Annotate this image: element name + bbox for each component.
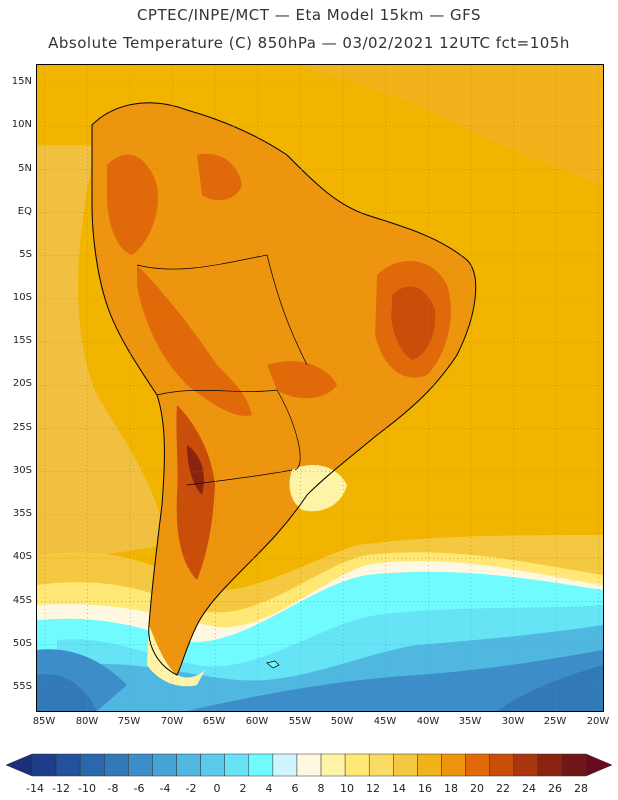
temperature-map [36,64,604,712]
colorbar-swatch [537,753,563,777]
pacific-warm-band [37,145,167,565]
colorbar-swatch [441,753,466,777]
colorbar-label: -8 [107,782,119,795]
colorbar-swatch [55,753,81,777]
lat-label: 15S [12,335,32,346]
map-title-line2: Absolute Temperature (C) 850hPa — 03/02/… [48,34,570,52]
lat-label: 45S [12,595,32,606]
colorbar-swatch [248,753,274,777]
lat-label: 35S [12,508,32,519]
colorbar-swatch [368,753,394,777]
lon-label: 45W [373,716,397,727]
colorbar-swatch [513,753,539,777]
colorbar-label: 4 [265,782,273,795]
colorbar-label: 8 [317,782,325,795]
lat-label: 55S [12,681,32,692]
colorbar-label: 22 [496,782,510,795]
lon-label: 70W [160,716,184,727]
lon-label: 60W [245,716,269,727]
colorbar-label: -2 [185,782,197,795]
lat-label: 40S [12,551,32,562]
lon-label: 20W [586,716,610,727]
colorbar-label: 16 [418,782,432,795]
falkland-islands [266,660,280,669]
colorbar-swatch [417,753,442,777]
colorbar-label: -6 [133,782,145,795]
colorbar-label: 14 [392,782,406,795]
colorbar-high-cap [585,753,612,777]
sw-deep-cold [37,674,97,711]
colorbar-swatch [31,753,57,777]
colorbar-label: -4 [159,782,171,795]
colorbar-swatch [200,753,225,777]
country-borders [136,254,308,486]
colorbar-label: -10 [78,782,96,795]
lon-label: 50W [330,716,354,727]
north-atlantic-band [297,65,603,185]
lat-label: 25S [12,422,32,433]
colorbar-label: -14 [26,782,44,795]
colorbar-label: 2 [239,782,247,795]
colorbar-label: 18 [444,782,458,795]
map-canvas [37,65,603,711]
colorbar-swatch [79,753,105,777]
lon-label: 25W [543,716,567,727]
colorbar-label: 6 [291,782,299,795]
colorbar-label: 24 [522,782,536,795]
temperature-colorbar [6,753,612,777]
lon-label: 65W [202,716,226,727]
lat-label: EQ [17,206,32,217]
lon-label: 55W [288,716,312,727]
colorbar-swatch [320,753,346,777]
venezuela-hot-core [197,153,242,201]
colorbar-swatch [393,753,418,777]
patagonia-tip [147,625,205,687]
lon-label: 80W [75,716,99,727]
colombia-hot-core [107,154,158,255]
colorbar-swatch [176,753,201,777]
lat-label: 10N [11,119,32,130]
colorbar-swatch [561,753,587,777]
colorbar-swatch [489,753,514,777]
central-brazil-hot [267,361,337,399]
lon-label: 30W [501,716,525,727]
ne-brazil-hottest [391,286,436,360]
colorbar-label: 26 [548,782,562,795]
lon-label: 35W [458,716,482,727]
lon-label: 85W [32,716,56,727]
andes-east-hot-band [137,265,252,416]
lat-label: 5N [18,163,32,174]
colorbar-swatch [224,753,250,777]
colorbar-label: 10 [340,782,354,795]
colorbar-swatch [296,753,322,777]
lat-label: 15N [11,76,32,87]
colorbar-label: -12 [52,782,70,795]
lat-label: 10S [12,292,32,303]
colorbar-swatch [152,753,177,777]
lon-label: 75W [117,716,141,727]
lat-label: 20S [12,378,32,389]
colorbar-label: 20 [470,782,484,795]
colorbar-label: 28 [574,782,588,795]
colorbar-low-cap [6,753,33,777]
lat-label: 5S [19,249,32,260]
lat-label: 30S [12,465,32,476]
map-title-line1: CPTEC/INPE/MCT — Eta Model 15km — GFS [136,6,482,24]
colorbar-label: 12 [366,782,380,795]
colorbar-swatch [344,753,370,777]
colorbar-label: 0 [213,782,221,795]
coldest-band [187,650,603,711]
colorbar-swatch [104,753,129,777]
argentina-hot-core [176,405,215,580]
colorbar-swatch [128,753,153,777]
lat-label: 50S [12,638,32,649]
coastline [91,102,477,676]
colorbar-swatch [465,753,490,777]
argentina-hottest [187,445,204,495]
lon-label: 40W [416,716,440,727]
colorbar-swatch [272,753,298,777]
